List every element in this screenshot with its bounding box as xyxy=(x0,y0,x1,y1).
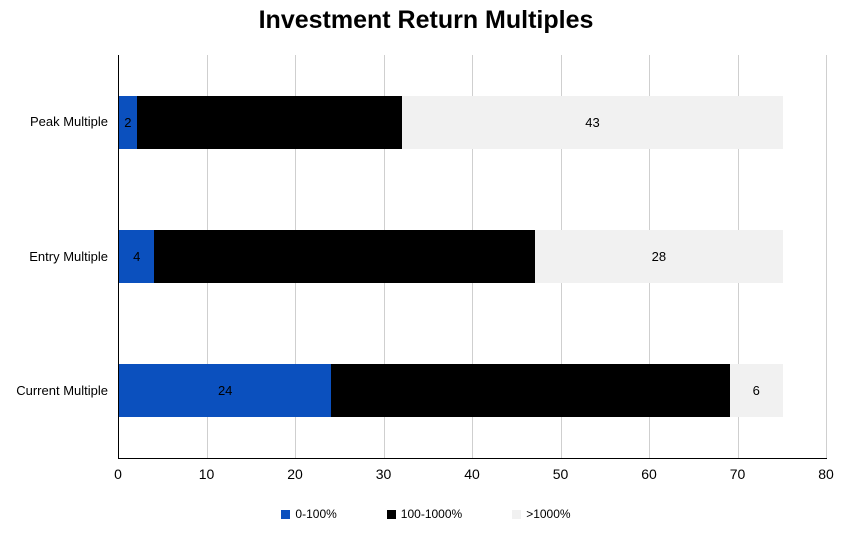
bar-segment: 43 xyxy=(402,95,783,149)
legend-swatch-icon xyxy=(281,509,291,519)
category-label: Current Multiple xyxy=(16,382,108,398)
legend-label: >1000% xyxy=(526,507,571,521)
bar-row: 24 6 xyxy=(119,364,783,418)
x-tick-label: 60 xyxy=(641,466,657,482)
chart-title: Investment Return Multiples xyxy=(258,6,594,34)
x-tick-label: 70 xyxy=(729,466,746,482)
legend-item: >1000% xyxy=(512,507,571,521)
bar-value-label: 43 xyxy=(585,114,600,130)
bar-segment xyxy=(331,364,730,418)
x-tick-label: 30 xyxy=(375,466,392,482)
bar-value-label: 4 xyxy=(133,249,141,264)
x-tick-label: 0 xyxy=(114,466,122,482)
x-tick-label: 10 xyxy=(198,466,215,482)
x-tick-label: 50 xyxy=(552,466,569,482)
legend-label: 0-100% xyxy=(295,507,337,521)
legend-item: 0-100% xyxy=(281,507,337,521)
bar-segment: 2 xyxy=(119,95,137,149)
bar-segment xyxy=(136,95,403,149)
legend-swatch-icon xyxy=(512,509,522,519)
bar-segment: 24 xyxy=(119,364,332,418)
bar-segment xyxy=(154,230,535,283)
x-tick-label: 20 xyxy=(287,466,303,482)
bar-value-label: 24 xyxy=(217,383,233,399)
bar-row: 4 28 xyxy=(119,230,783,283)
bar-value-label: 28 xyxy=(651,249,667,264)
legend-item: 100-1000% xyxy=(386,507,463,521)
bar-segment: 4 xyxy=(119,230,155,283)
legend-swatch-icon xyxy=(386,509,396,519)
x-tick-label: 40 xyxy=(464,466,480,482)
x-tick-label: 80 xyxy=(818,466,834,482)
bar-value-label: 2 xyxy=(124,114,132,130)
bar-row: 2 43 xyxy=(119,95,783,149)
bar-value-label: 6 xyxy=(752,383,760,399)
x-axis xyxy=(118,458,827,459)
category-label: Peak Multiple xyxy=(29,114,108,130)
category-label: Entry Multiple xyxy=(29,248,108,264)
bar-segment: 6 xyxy=(729,364,783,418)
legend: 0-100% 100-1000% >1000% xyxy=(0,507,852,521)
y-axis xyxy=(118,55,119,458)
gridline xyxy=(826,55,827,458)
bar-segment: 28 xyxy=(534,230,783,283)
plot-area: 0 10 20 30 40 50 60 70 80 Peak Multiple 2 43 Entry M… xyxy=(16,55,834,482)
legend-label: 100-1000% xyxy=(400,507,463,521)
